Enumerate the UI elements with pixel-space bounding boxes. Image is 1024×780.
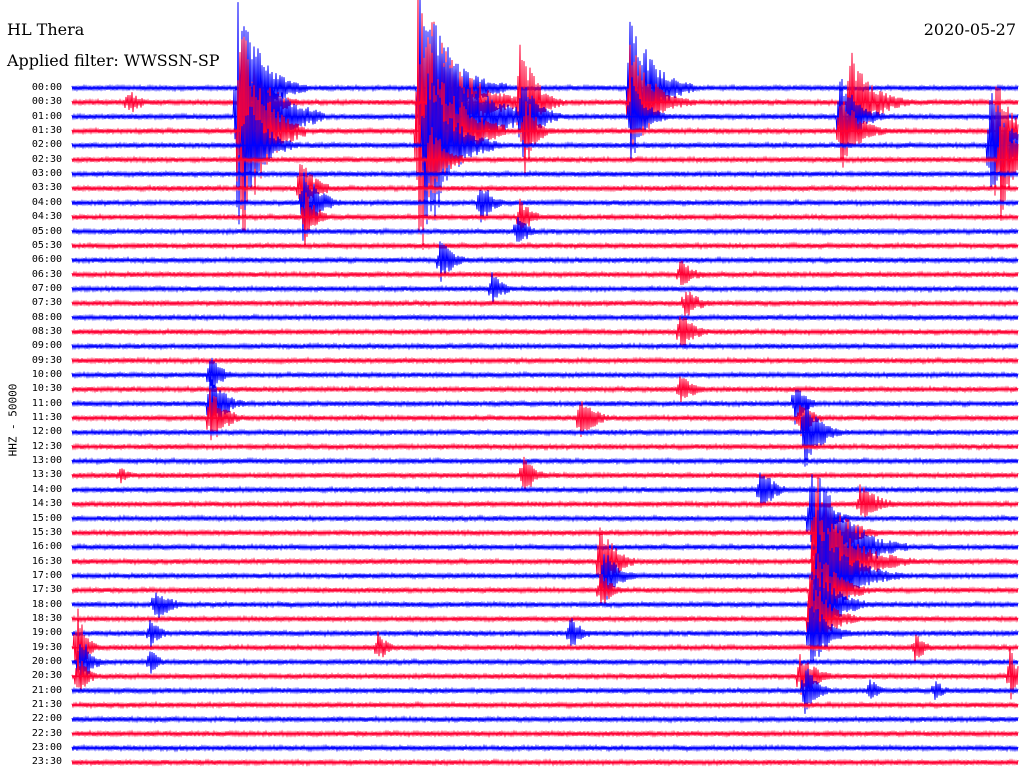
time-label: 11:00 <box>31 397 62 409</box>
time-label: 05:00 <box>31 225 62 237</box>
time-label: 06:30 <box>31 268 62 280</box>
time-label: 17:30 <box>31 584 62 596</box>
trace-line <box>71 729 1019 739</box>
time-label: 01:00 <box>31 110 62 122</box>
time-label: 10:30 <box>31 383 62 395</box>
time-label: 18:00 <box>31 598 62 610</box>
trace-line <box>71 668 1019 714</box>
trace-line <box>71 217 1019 242</box>
time-axis-labels: 00:00 00:30 01:00 01:30 02:00 02:30 03:00 03:30… <box>0 0 70 780</box>
trace-line <box>71 606 1019 663</box>
time-label: 15:00 <box>31 512 62 524</box>
time-label: 07:30 <box>31 297 62 309</box>
time-label: 14:00 <box>31 483 62 495</box>
filter-label: Applied filter: WWSSN-SP <box>7 51 220 70</box>
time-label: 08:00 <box>31 311 62 323</box>
time-label: 13:00 <box>31 455 62 467</box>
trace-line <box>71 260 1019 286</box>
time-label: 04:00 <box>31 196 62 208</box>
time-label: 04:30 <box>31 211 62 223</box>
time-label: 23:00 <box>31 742 62 754</box>
trace-line <box>71 571 1019 637</box>
time-label: 00:00 <box>31 82 62 93</box>
time-label: 06:00 <box>31 254 62 266</box>
time-label: 00:30 <box>31 96 62 108</box>
date-label: 2020-05-27 <box>923 20 1016 39</box>
time-label: 21:00 <box>31 684 62 696</box>
station-title: HL Thera <box>7 20 85 39</box>
time-label: 12:30 <box>31 440 62 452</box>
time-label: 13:30 <box>31 469 62 481</box>
time-label: 02:30 <box>31 153 62 165</box>
time-label: 11:30 <box>31 412 62 424</box>
time-label: 08:30 <box>31 325 62 337</box>
trace-line <box>71 715 1019 724</box>
time-label: 19:30 <box>31 641 62 653</box>
trace-line <box>71 389 1019 441</box>
time-label: 18:30 <box>31 612 62 624</box>
trace-line <box>71 477 1019 591</box>
time-label: 09:30 <box>31 354 62 366</box>
time-label: 20:30 <box>31 670 62 682</box>
time-label: 15:30 <box>31 526 62 538</box>
time-label: 20:00 <box>31 656 62 667</box>
time-label: 09:00 <box>31 340 62 352</box>
time-label: 03:30 <box>31 182 62 194</box>
time-label: 12:00 <box>31 426 62 438</box>
time-label: 10:00 <box>31 369 62 380</box>
time-label: 17:00 <box>31 569 62 581</box>
time-label: 14:30 <box>31 498 62 510</box>
time-label: 07:00 <box>31 282 62 294</box>
time-label: 19:00 <box>31 627 62 639</box>
time-label: 01:30 <box>31 125 62 137</box>
time-label: 02:00 <box>31 139 62 151</box>
time-label: 21:30 <box>31 699 62 711</box>
time-label: 22:00 <box>31 713 62 725</box>
trace-line <box>71 0 1019 163</box>
trace-line <box>71 291 1019 316</box>
time-label: 22:30 <box>31 727 62 739</box>
time-label: 16:30 <box>31 555 62 567</box>
time-label: 05:30 <box>31 239 62 251</box>
time-label: 16:00 <box>31 541 62 553</box>
time-label: 03:00 <box>31 168 62 180</box>
time-label: 23:30 <box>31 756 62 768</box>
